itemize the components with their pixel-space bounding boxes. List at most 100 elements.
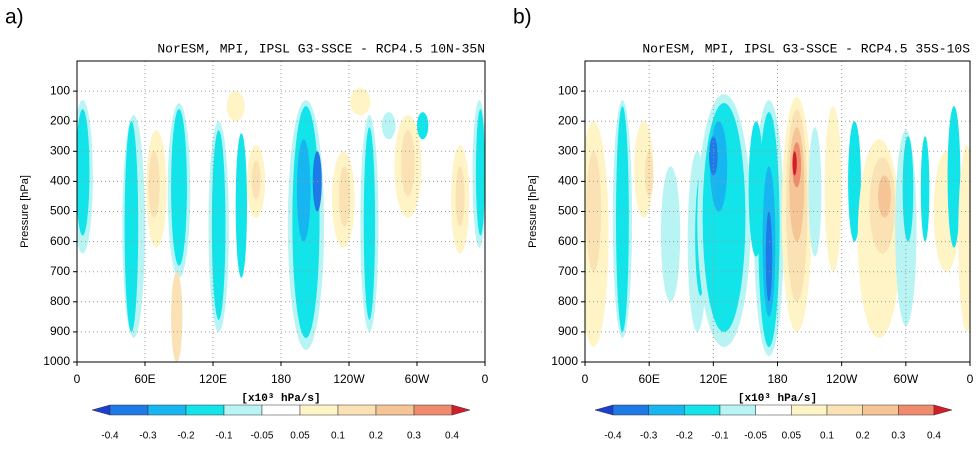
contour-region — [124, 121, 139, 332]
x-tick-label: 180 — [271, 372, 291, 386]
contour-region — [748, 121, 764, 257]
contour-region — [251, 160, 261, 200]
colorbar-bin — [755, 404, 792, 416]
contour-region — [824, 106, 842, 272]
y-tick-label: 800 — [558, 294, 578, 308]
contour-region — [338, 166, 351, 227]
colorbar-label: -0.05 — [744, 431, 767, 442]
colorbar-label: 0.1 — [820, 431, 834, 442]
y-tick-label: 400 — [50, 174, 70, 188]
y-tick-label: 1000 — [551, 354, 578, 368]
contour-region — [381, 112, 396, 140]
x-tick-label: 120E — [199, 372, 227, 386]
colorbar-label: -0.05 — [251, 431, 274, 442]
colorbar-label: -0.4 — [604, 431, 622, 442]
panel-label: b) — [513, 6, 532, 29]
contour-region — [226, 91, 245, 122]
contour-field — [77, 88, 485, 362]
colorbar-bin — [684, 404, 721, 416]
colorbar-label: -0.2 — [676, 431, 694, 442]
colorbar-bin — [109, 404, 149, 416]
contour-region — [660, 166, 681, 302]
colorbar-label: 0.3 — [891, 431, 905, 442]
contour-region — [401, 130, 415, 197]
contour-region — [77, 109, 90, 236]
contour-region — [878, 175, 891, 218]
contour-region — [296, 139, 311, 242]
y-tick-label: 500 — [50, 204, 70, 218]
contour-region — [363, 127, 376, 320]
colorbar-bin — [185, 404, 225, 416]
colorbar-bin — [862, 404, 899, 416]
x-tick-label: 0 — [967, 372, 974, 386]
y-tick-label: 600 — [50, 234, 70, 248]
contour-region — [709, 136, 718, 176]
y-tick-label: 300 — [558, 143, 578, 157]
contour-region — [171, 109, 187, 266]
y-tick-label: 100 — [50, 83, 70, 97]
y-tick-label: 900 — [558, 324, 578, 338]
colorbar-bin — [612, 404, 649, 416]
y-axis-label: Pressure [hPa] — [527, 175, 539, 248]
colorbar-bin — [648, 404, 685, 416]
x-tick-label: 120W — [333, 372, 365, 386]
colorbar-bin — [337, 404, 377, 416]
colorbar-bin — [826, 404, 863, 416]
colorbar-bin — [223, 404, 263, 416]
x-tick-label: 60E — [638, 372, 659, 386]
x-axis-label: [x10³ hPa/s] — [241, 393, 320, 405]
contour-region — [455, 166, 465, 227]
colorbar-label: 0.4 — [927, 431, 941, 442]
colorbar-bin — [261, 404, 301, 416]
y-tick-label: 900 — [50, 324, 70, 338]
colorbar-label: 0.05 — [290, 431, 310, 442]
colorbar-label: 0.2 — [856, 431, 870, 442]
plot-frame — [76, 60, 486, 363]
colorbar-label: 0.1 — [331, 431, 345, 442]
x-tick-label: 60W — [405, 372, 430, 386]
colorbar-extend — [451, 404, 471, 416]
y-tick-label: 200 — [50, 113, 70, 127]
colorbar-bin — [147, 404, 187, 416]
x-tick-label: 180 — [767, 372, 787, 386]
colorbar-label: -0.3 — [640, 431, 658, 442]
contour-region — [792, 151, 797, 176]
colorbar-label: -0.1 — [215, 431, 233, 442]
x-tick-label: 0 — [582, 372, 589, 386]
contour-region — [417, 112, 429, 140]
colorbar-bin — [299, 404, 339, 416]
contour-region — [616, 106, 629, 332]
contour-region — [902, 136, 914, 242]
y-tick-label: 100 — [558, 83, 578, 97]
colorbar-bin — [375, 404, 415, 416]
colorbar-label: 0.3 — [407, 431, 421, 442]
x-tick-label: 0 — [482, 372, 489, 386]
x-axis-label: [x10³ hPa/s] — [738, 393, 817, 405]
y-tick-label: 700 — [558, 264, 578, 278]
y-tick-label: 400 — [558, 174, 578, 188]
y-tick-label: 600 — [558, 234, 578, 248]
colorbar-label: -0.3 — [139, 431, 157, 442]
colorbar-label: -0.4 — [101, 431, 119, 442]
colorbar-extend — [91, 404, 111, 416]
contour-region — [808, 127, 822, 257]
contour-region — [765, 211, 773, 302]
contour-region — [947, 106, 961, 248]
y-tick-label: 500 — [558, 204, 578, 218]
x-tick-label: 60E — [134, 372, 155, 386]
chart-title: NorESM, MPI, IPSL G3-SSCE - RCP4.5 10N-3… — [157, 41, 485, 56]
colorbar-label: 0.05 — [782, 431, 802, 442]
colorbar-bin — [413, 404, 453, 416]
contour-field — [585, 94, 970, 356]
contour-region — [235, 133, 247, 278]
contour-region — [171, 271, 183, 362]
y-tick-label: 300 — [50, 143, 70, 157]
colorbar-bin — [791, 404, 828, 416]
contour-region — [211, 130, 226, 320]
colorbar-extend — [933, 404, 953, 416]
y-tick-label: 200 — [558, 113, 578, 127]
x-tick-label: 120E — [699, 372, 727, 386]
plot-frame — [584, 60, 971, 363]
y-tick-label: 1000 — [43, 354, 70, 368]
